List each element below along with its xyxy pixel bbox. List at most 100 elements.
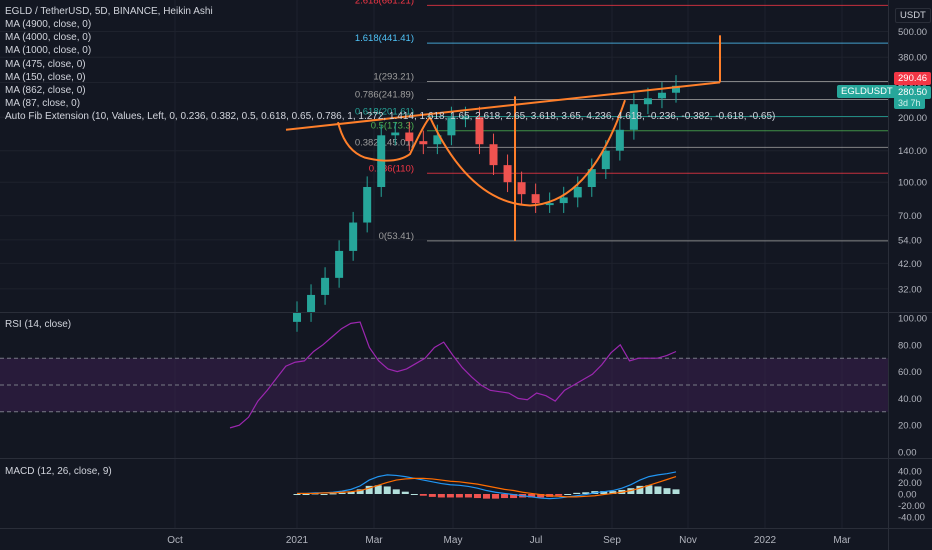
- price-tick: 380.00: [898, 53, 927, 64]
- macd-pane: [293, 471, 680, 500]
- macd-histogram-bar: [446, 494, 454, 498]
- cup-curve: [429, 99, 626, 207]
- fib-level-label: 1.618(441.41): [355, 33, 414, 44]
- candle: [405, 132, 414, 142]
- price-tick: 200.00: [898, 113, 927, 124]
- time-tick: May: [444, 535, 463, 546]
- candle: [307, 294, 316, 312]
- macd-tick: 40.00: [898, 466, 922, 477]
- macd-histogram-bar: [537, 494, 545, 498]
- time-tick: Mar: [365, 535, 383, 546]
- macd-histogram-bar: [302, 494, 310, 495]
- price-tick: 100.00: [898, 178, 927, 189]
- macd-histogram-bar: [564, 494, 572, 495]
- macd-histogram-bar: [473, 494, 481, 499]
- macd-histogram-bar: [654, 486, 662, 494]
- legend-item[interactable]: MA (4900, close, 0): [5, 19, 92, 30]
- macd-histogram-bar: [492, 494, 500, 499]
- price-tick: 140.00: [898, 146, 927, 157]
- chart-title: EGLD / TetherUSD, 5D, BINANCE, Heikin As…: [5, 6, 213, 17]
- macd-tick: -20.00: [898, 501, 925, 512]
- fib-extension: 2.618(661.21) 1.618(441.41) 1(293.21) 0.786…: [355, 0, 888, 242]
- fib-level-label: 0.236(110): [369, 163, 414, 174]
- macd-histogram-bar: [374, 485, 382, 494]
- macd-histogram-bar: [483, 494, 490, 499]
- macd-histogram-bar: [573, 492, 581, 494]
- macd-histogram-bar: [347, 491, 355, 494]
- candle: [587, 169, 596, 188]
- macd-histogram-bar: [392, 489, 400, 494]
- macd-histogram-bar: [356, 489, 364, 494]
- neckline: [285, 81, 721, 131]
- candle: [545, 203, 554, 206]
- candle: [643, 98, 652, 105]
- macd-histogram-bar: [464, 494, 472, 498]
- rsi-tick: 60.00: [898, 367, 922, 378]
- macd-histogram-bar: [501, 494, 509, 499]
- candle: [489, 144, 498, 166]
- macd-histogram-bar: [636, 485, 644, 494]
- macd-histogram-bar: [455, 494, 463, 498]
- price-tick: 54.00: [898, 235, 922, 246]
- macd-histogram-bar: [383, 486, 391, 494]
- candle: [629, 104, 638, 130]
- rsi-line: [229, 321, 677, 429]
- candle: [531, 194, 540, 204]
- legend-item[interactable]: MA (1000, close, 0): [5, 45, 92, 57]
- macd-histogram-bar: [663, 488, 671, 494]
- grid-lines: [0, 0, 888, 528]
- fib-level-label: 1(293.21): [373, 71, 414, 82]
- macd-histogram-bar: [510, 494, 518, 499]
- trend-drawings: [285, 35, 721, 241]
- time-tick: Oct: [167, 535, 183, 546]
- candle: [433, 135, 442, 145]
- macd-histogram-bar: [555, 494, 563, 496]
- currency-label[interactable]: USDT: [895, 8, 931, 23]
- time-tick: 2021: [286, 535, 309, 546]
- legend-item[interactable]: MA (150, close, 0): [5, 71, 86, 83]
- rsi-label: RSI (14, close): [5, 319, 72, 330]
- macd-histogram-bar: [609, 491, 617, 494]
- rsi-tick: 40.00: [898, 394, 922, 405]
- countdown-badge: 3d 7h: [894, 97, 925, 109]
- legend-item[interactable]: MA (862, close, 0): [5, 85, 86, 96]
- macd-histogram-bar: [528, 494, 536, 498]
- candle: [517, 182, 526, 195]
- time-tick: Sep: [603, 535, 621, 546]
- time-tick: Mar: [833, 535, 851, 546]
- macd-histogram-bar: [293, 494, 301, 495]
- time-tick: Jul: [530, 535, 543, 546]
- level-price-badge: 290.46: [894, 72, 932, 85]
- macd-line: [297, 471, 677, 500]
- legend-item[interactable]: MA (87, close, 0): [5, 98, 81, 110]
- fib-level-label: 0.786(241.89): [355, 89, 414, 100]
- macd-histogram-bar: [401, 491, 409, 494]
- macd-histogram-bar: [600, 491, 608, 494]
- candle: [447, 117, 456, 136]
- macd-tick: 0.00: [898, 490, 917, 501]
- candle: [461, 117, 470, 120]
- macd-histogram-bar: [320, 494, 328, 495]
- macd-histogram-bar: [428, 494, 436, 497]
- price-tick: 32.00: [898, 284, 922, 295]
- legend-item[interactable]: MA (475, close, 0): [5, 58, 86, 70]
- macd-histogram-bar: [419, 494, 427, 496]
- legend-item[interactable]: MA (4000, close, 0): [5, 32, 92, 44]
- candle: [559, 197, 568, 204]
- macd-histogram-bar: [329, 493, 337, 495]
- macd-tick: 20.00: [898, 478, 922, 489]
- fib-level-label: 0.5(173.3): [371, 121, 414, 132]
- macd-histogram-bar: [338, 492, 346, 494]
- legend-item[interactable]: Auto Fib Extension (10, Values, Left, 0,…: [5, 111, 776, 123]
- candle: [335, 250, 344, 278]
- candle: [363, 187, 372, 223]
- macd-histogram-bar: [645, 485, 653, 494]
- candle: [503, 165, 512, 183]
- candle: [391, 132, 400, 136]
- rsi-tick: 20.00: [898, 421, 922, 432]
- fib-level-label: 0.618(201.61): [355, 107, 414, 118]
- rsi-pane: [0, 321, 888, 429]
- price-tick: 70.00: [898, 211, 922, 222]
